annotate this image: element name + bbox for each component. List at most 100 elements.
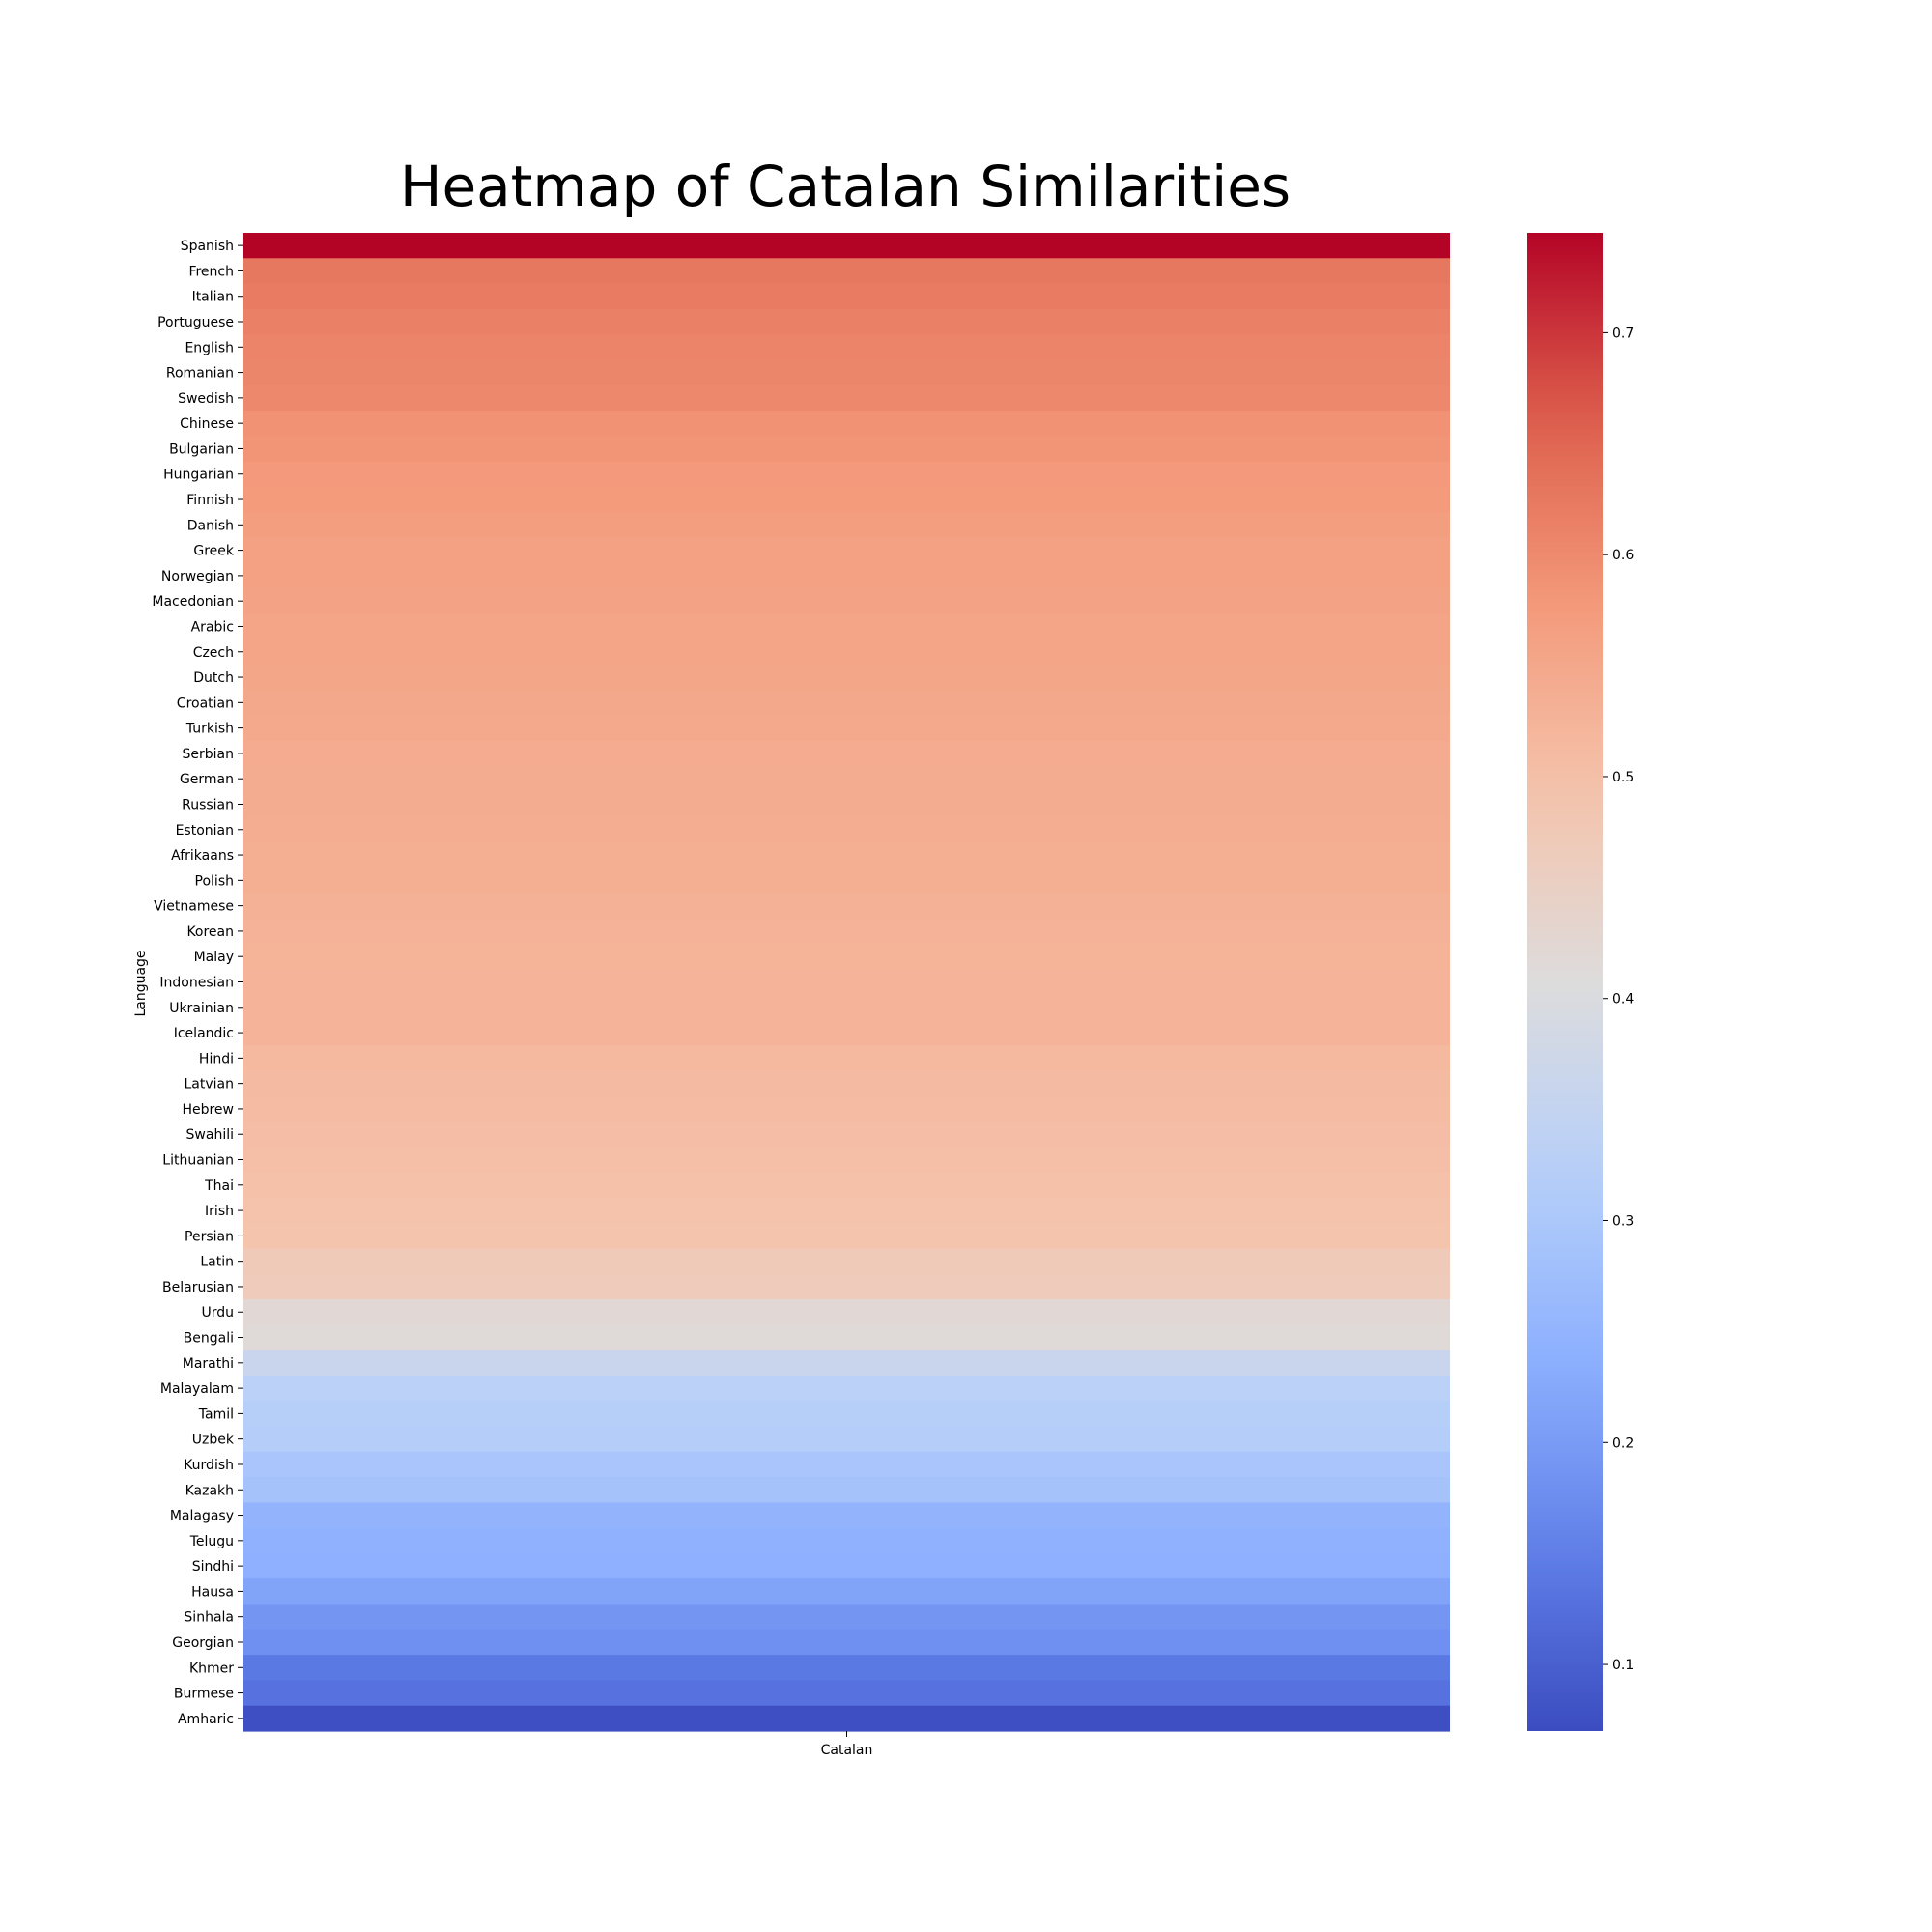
y-tick-label: Indonesian [159, 976, 234, 991]
heatmap-cell-ukrainian [243, 994, 1450, 1021]
y-tick-label: Georgian [172, 1635, 234, 1651]
y-tick-label: Portuguese [157, 315, 234, 330]
heatmap-cell-croatian [243, 690, 1450, 717]
heatmap-cell-hausa [243, 1578, 1450, 1605]
y-tick-label: Irish [205, 1204, 234, 1219]
heatmap-cell-latin [243, 1248, 1450, 1275]
heatmap-cell-khmer [243, 1655, 1450, 1682]
y-tick-label: Lithuanian [162, 1153, 234, 1169]
heatmap-cell-turkish [243, 715, 1450, 742]
y-tick-label: Czech [193, 645, 234, 661]
heatmap-cell-swedish [243, 384, 1450, 412]
y-tick-label: Dutch [193, 670, 234, 686]
y-tick-label: Belarusian [162, 1280, 234, 1295]
heatmap-cell-russian [243, 791, 1450, 818]
y-tick-label: Estonian [176, 823, 234, 838]
heatmap-cell-hindi [243, 1045, 1450, 1072]
y-tick-label: Afrikaans [171, 848, 234, 864]
heatmap-cell-chinese [243, 411, 1450, 437]
y-tick-label: Hausa [191, 1584, 234, 1600]
colorbar-tick-label: 0.2 [1612, 1435, 1634, 1451]
heatmap-cell-malagasy [243, 1502, 1450, 1529]
y-tick-label: Malay [194, 950, 234, 965]
y-tick-label: Thai [204, 1179, 234, 1194]
heatmap-cell-english [243, 334, 1450, 361]
y-tick-label: Croatian [177, 696, 234, 711]
y-tick-label: Ukrainian [169, 1001, 234, 1016]
y-tick-label: Polish [195, 873, 234, 889]
y-tick-label: Bengali [184, 1331, 234, 1347]
heatmap-cell-tamil [243, 1401, 1450, 1428]
heatmap-cell-indonesian [243, 969, 1450, 996]
colorbar-tick-label: 0.5 [1612, 770, 1634, 785]
y-tick-label: Latvian [185, 1077, 235, 1093]
y-tick-label: Uzbek [192, 1433, 235, 1448]
heatmap-cell-malayalam [243, 1375, 1450, 1402]
heatmap-cell-persian [243, 1223, 1450, 1250]
y-tick-label: French [188, 264, 234, 279]
heatmap-cell-bengali [243, 1324, 1450, 1351]
heatmap-cell-estonian [243, 816, 1450, 843]
y-tick-label: Bulgarian [169, 441, 234, 457]
colorbar-tick-label: 0.6 [1612, 548, 1634, 563]
heatmap-cell-malay [243, 944, 1450, 970]
y-tick-label: Sindhi [192, 1559, 234, 1575]
y-tick-label: Chinese [180, 416, 234, 432]
y-tick-label: Macedonian [152, 594, 234, 610]
colorbar-tick-label: 0.1 [1612, 1658, 1634, 1673]
y-tick-label: Turkish [185, 722, 234, 737]
y-tick-label: Malayalam [160, 1381, 234, 1397]
y-tick-label: Kazakh [185, 1483, 234, 1498]
chart-title: Heatmap of Catalan Similarities [400, 154, 1291, 219]
y-tick-label: Malagasy [170, 1509, 234, 1524]
heatmap-cell-danish [243, 512, 1450, 539]
heatmap-cell-portuguese [243, 308, 1450, 335]
y-tick-label: Arabic [191, 619, 234, 635]
heatmap-cell-spanish [243, 233, 1450, 259]
y-tick-label: Spanish [181, 239, 234, 254]
y-tick-label: Hindi [199, 1051, 234, 1066]
heatmap-cell-romanian [243, 359, 1450, 386]
y-tick-label: Russian [182, 797, 234, 812]
heatmap-cell-arabic [243, 613, 1450, 640]
y-tick-label: Marathi [183, 1356, 234, 1372]
heatmap-cell-polish [243, 867, 1450, 895]
y-tick-label: Norwegian [161, 569, 234, 584]
y-tick-label: Serbian [183, 747, 234, 762]
y-tick-label: Latin [200, 1255, 234, 1270]
heatmap-cell-hungarian [243, 461, 1450, 488]
heatmap-cell-swahili [243, 1122, 1450, 1148]
heatmap-cell-italian [243, 283, 1450, 310]
heatmap-cell-afrikaans [243, 841, 1450, 868]
heatmap-cell-icelandic [243, 1019, 1450, 1046]
heatmap-cell-finnish [243, 486, 1450, 513]
y-tick-label: Swedish [178, 391, 234, 407]
heatmap-cell-kurdish [243, 1451, 1450, 1478]
heatmap-cell-norwegian [243, 562, 1450, 589]
y-tick-label: Amharic [178, 1712, 234, 1727]
y-tick-label: Danish [187, 518, 234, 533]
heatmap-cell-marathi [243, 1350, 1450, 1377]
y-tick-label: Vietnamese [154, 899, 234, 915]
heatmap-cell-vietnamese [243, 893, 1450, 920]
heatmap-cell-burmese [243, 1680, 1450, 1707]
heatmap-cell-serbian [243, 740, 1450, 767]
heatmap-cell-sinhala [243, 1604, 1450, 1631]
heatmap-cell-irish [243, 1197, 1450, 1224]
heatmap-cell-telugu [243, 1527, 1450, 1554]
heatmap-cell-macedonian [243, 588, 1450, 614]
y-tick-label: Swahili [186, 1127, 234, 1143]
y-tick-label: Hebrew [182, 1102, 234, 1118]
heatmap-cell-german [243, 766, 1450, 792]
colorbar-tick-label: 0.4 [1612, 992, 1634, 1008]
heatmap-cell-uzbek [243, 1426, 1450, 1453]
y-tick-label: Romanian [166, 366, 234, 382]
y-tick-label: Greek [193, 544, 235, 559]
y-tick-label: Italian [192, 290, 234, 305]
heatmap-cell-hebrew [243, 1095, 1450, 1122]
y-tick-label: Telugu [189, 1534, 234, 1549]
heatmap-cells [243, 233, 1450, 1732]
colorbar-tick-label: 0.7 [1612, 326, 1634, 341]
y-tick-label: Korean [186, 924, 234, 940]
